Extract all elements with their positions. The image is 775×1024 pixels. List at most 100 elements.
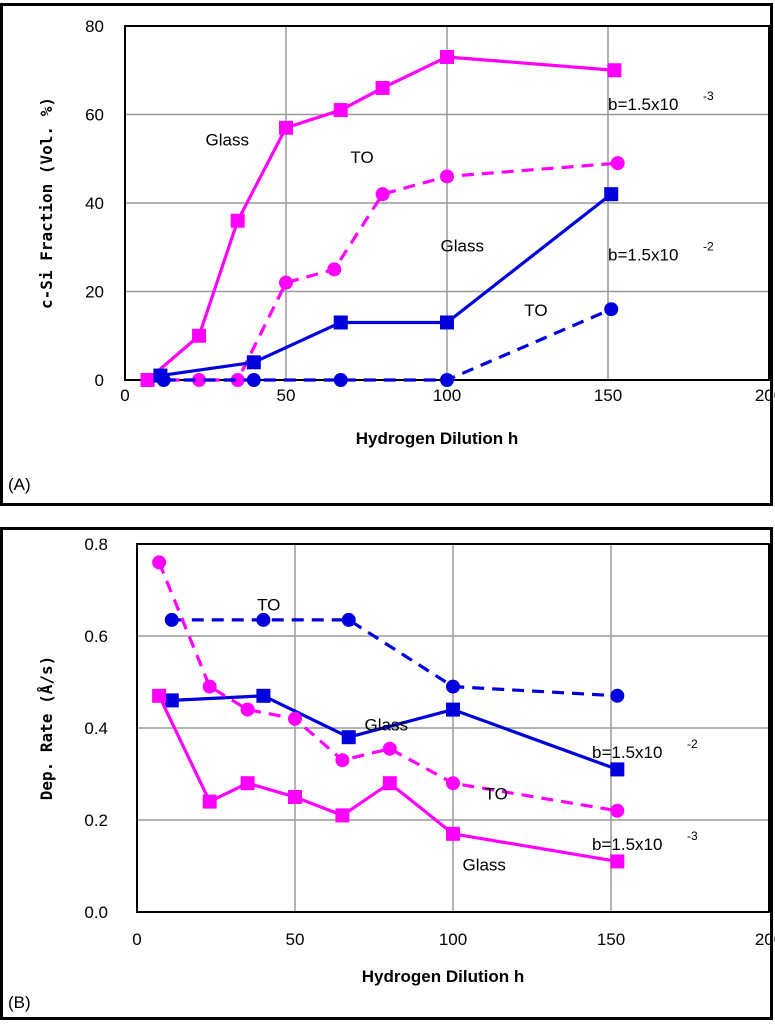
y-tick-label: 0.8 — [84, 535, 108, 554]
data-point-square — [375, 80, 390, 95]
y-tick-label: 0.0 — [84, 903, 108, 922]
data-point-square — [440, 49, 454, 64]
series-annotation: Glass — [206, 130, 249, 149]
x-axis-label: Hydrogen Dilution h — [362, 967, 524, 986]
data-point-square — [202, 794, 217, 809]
data-point-circle — [288, 711, 302, 726]
data-point-circle — [610, 803, 625, 818]
data-point-circle — [333, 373, 348, 387]
y-axis-label: c-Si Fraction (Vol. %) — [37, 97, 56, 309]
x-tick-label: 150 — [597, 930, 625, 949]
data-point-circle — [440, 373, 454, 387]
series-annotation: TO — [350, 148, 373, 167]
data-point-square — [246, 355, 261, 370]
data-point-square — [610, 854, 625, 869]
x-tick-label: 50 — [277, 386, 296, 405]
series-annotation: Glass — [365, 715, 408, 734]
data-point-circle — [446, 679, 460, 694]
b-parameter-exponent: -2 — [703, 240, 714, 254]
data-point-square — [607, 63, 622, 78]
b-parameter-label: b=1.5x10 — [592, 835, 662, 854]
data-point-circle — [192, 373, 207, 387]
series-annotation: TO — [257, 596, 280, 615]
series-line — [160, 192, 613, 378]
data-point-circle — [440, 169, 454, 184]
x-tick-label: 150 — [594, 386, 622, 405]
panel-frame-a — [0, 3, 773, 506]
y-tick-label: 0.6 — [84, 627, 108, 646]
data-point-square — [446, 702, 460, 717]
b-parameter-label: b=1.5x10 — [608, 246, 678, 265]
data-point-square — [152, 688, 167, 703]
data-point-circle — [610, 688, 625, 703]
b-parameter-exponent: -2 — [687, 737, 698, 751]
chart-panel-b: 0 50 100 150 200 0.0 0.2 0.4 0.6 0.8 Hydrogen Dilu… — [8, 535, 775, 1012]
series-annotation: TO — [485, 784, 508, 803]
data-point-circle — [256, 612, 271, 627]
data-point-circle — [610, 156, 625, 171]
series-line — [147, 161, 618, 382]
x-axis-label: Hydrogen Dilution h — [356, 429, 518, 448]
data-point-circle — [327, 262, 342, 277]
plot-area-border — [136, 543, 770, 913]
data-point-square — [440, 315, 454, 330]
data-point-square — [604, 187, 619, 202]
panel-label: (A) — [8, 475, 31, 494]
data-point-square — [446, 826, 460, 841]
series-annotation: Glass — [462, 856, 505, 875]
y-tick-label: 40 — [85, 194, 104, 213]
data-point-square — [164, 693, 179, 708]
x-tick-label: 100 — [439, 930, 467, 949]
y-tick-label: 20 — [85, 283, 104, 302]
data-point-square — [341, 730, 356, 745]
y-tick-label: 0 — [95, 371, 104, 390]
data-point-square — [333, 315, 348, 330]
b-parameter-exponent: -3 — [703, 89, 714, 103]
y-axis-label: Dep. Rate (Å/s) — [37, 656, 56, 801]
data-point-square — [192, 328, 207, 343]
data-point-square — [240, 776, 255, 791]
data-point-square — [335, 808, 350, 823]
x-tick-label: 0 — [132, 930, 141, 949]
data-point-circle — [240, 702, 255, 717]
series-line — [171, 618, 618, 698]
data-point-circle — [230, 373, 245, 387]
data-point-circle — [335, 753, 350, 768]
x-tick-label: 200 — [755, 930, 775, 949]
data-point-circle — [246, 373, 261, 387]
data-point-circle — [279, 275, 293, 290]
data-point-square — [333, 103, 348, 118]
data-point-circle — [164, 612, 179, 627]
data-point-circle — [375, 187, 390, 202]
chart-panel-a: 0 50 100 150 200 0 20 40 60 80 Hydrogen Dilution h… — [8, 17, 775, 494]
series-line — [146, 55, 615, 382]
data-point-square — [288, 790, 302, 804]
b-parameter-exponent: -3 — [687, 829, 698, 843]
data-point-circle — [604, 302, 619, 317]
data-point-circle — [152, 555, 167, 570]
data-point-square — [230, 213, 245, 228]
y-tick-label: 60 — [85, 106, 104, 125]
series-line — [163, 307, 612, 382]
y-tick-label: 0.4 — [84, 719, 108, 738]
series-line — [157, 561, 618, 813]
y-tick-label: 0.2 — [84, 811, 108, 830]
x-tick-label: 0 — [120, 386, 129, 405]
data-point-circle — [202, 679, 217, 694]
y-tick-label: 80 — [85, 17, 104, 36]
series-annotation: Glass — [441, 237, 484, 256]
data-point-square — [279, 120, 293, 135]
series-annotation: TO — [524, 301, 547, 320]
data-point-square — [382, 776, 397, 791]
b-parameter-label: b=1.5x10 — [608, 95, 678, 114]
data-point-circle — [446, 776, 460, 791]
panel-label: (B) — [8, 993, 31, 1012]
data-point-circle — [382, 741, 397, 756]
data-point-circle — [341, 612, 356, 627]
data-point-square — [256, 688, 271, 703]
x-tick-label: 100 — [433, 386, 461, 405]
x-tick-label: 50 — [286, 930, 305, 949]
data-point-circle — [140, 373, 155, 387]
data-point-square — [610, 762, 625, 777]
